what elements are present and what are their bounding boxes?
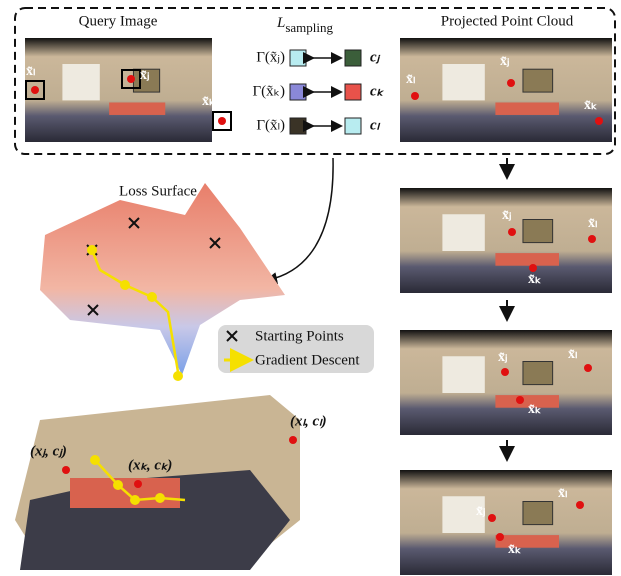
sampling-lhs: Γ(x̃ₗ) [256,117,285,133]
point-label: x̃ₖ [584,98,597,113]
point [411,92,419,100]
wall-picture [523,502,553,525]
panorama [400,188,612,293]
projected-title: Projected Point Cloud [441,13,574,29]
point [507,79,515,87]
query-title: Query Image [79,13,158,29]
color-swatch [345,84,361,100]
point-label: x̃ⱼ [140,68,149,83]
sampling-subscript: sampling [285,20,333,35]
wall-picture [523,220,553,243]
scene-point [113,480,123,490]
sampling-rhs: cⱼ [370,49,381,65]
sofa [495,102,559,114]
scene-red-point [62,466,70,474]
point [496,533,504,541]
point-label: x̃ⱼ [502,208,511,223]
scene-red-point [134,480,142,488]
sampling-lhs: Γ(x̃ₖ) [252,83,285,99]
point [529,264,537,272]
color-swatch [290,84,306,100]
point-label: x̃ₖ [202,94,215,109]
descent-point [120,280,130,290]
color-swatch [345,118,361,134]
point [588,235,596,243]
point-label: x̃ₗ [26,64,35,79]
sampling-letter: L [276,15,285,31]
loss-title: Loss Surface [119,183,197,199]
legend-label: Gradient Descent [255,352,360,368]
point-label: x̃ⱼ [500,54,509,69]
point-label: x̃ₗ [568,347,577,362]
figure: Query Imagex̃ₗx̃ⱼx̃ₖLsamplingΓ(x̃ⱼ)cⱼΓ(x… [0,0,621,576]
scene-point [90,455,100,465]
sampling-rhs: cₗ [370,117,381,133]
scene-sofa [70,478,180,508]
scene-point [130,495,140,505]
panorama [400,470,612,575]
whiteboard [62,64,99,100]
point [488,514,496,522]
legend-label: Starting Points [255,328,344,344]
scene-label: (xⱼ, cⱼ) [30,443,67,459]
point [508,228,516,236]
point [218,117,226,125]
point [576,501,584,509]
point-label: x̃ₗ [588,216,597,231]
scene-red-point [289,436,297,444]
scene-label: (xₗ, cₗ) [290,413,327,429]
point [501,368,509,376]
whiteboard [442,64,484,100]
point [127,75,135,83]
point [584,364,592,372]
sampling-title: Lsampling [276,15,334,35]
point [595,117,603,125]
wall-picture [523,69,553,92]
point-label: x̃ₖ [528,272,541,287]
sofa [495,253,559,266]
descent-point [147,292,157,302]
color-swatch [290,50,306,66]
curved-arrow [268,158,333,280]
color-swatch [345,50,361,66]
scene-label: (xₖ, cₖ) [128,457,172,473]
point-label: x̃ₖ [528,402,541,417]
panorama [25,38,212,142]
point [516,396,524,404]
whiteboard [442,356,484,393]
wall-picture [523,362,553,385]
scene-point [155,493,165,503]
point-label: x̃ₗ [406,72,415,87]
sofa [495,535,559,548]
sofa [109,102,165,114]
point-label: x̃ₖ [508,542,521,557]
descent-point [87,245,97,255]
sampling-lhs: Γ(x̃ⱼ) [256,49,285,65]
panorama [400,330,612,435]
whiteboard [442,214,484,251]
point-label: x̃ⱼ [498,350,507,365]
color-swatch [290,118,306,134]
point-label: x̃ₗ [558,486,567,501]
point [31,86,39,94]
descent-point [173,371,183,381]
point-label: x̃ⱼ [476,504,485,519]
sampling-rhs: cₖ [370,83,385,99]
